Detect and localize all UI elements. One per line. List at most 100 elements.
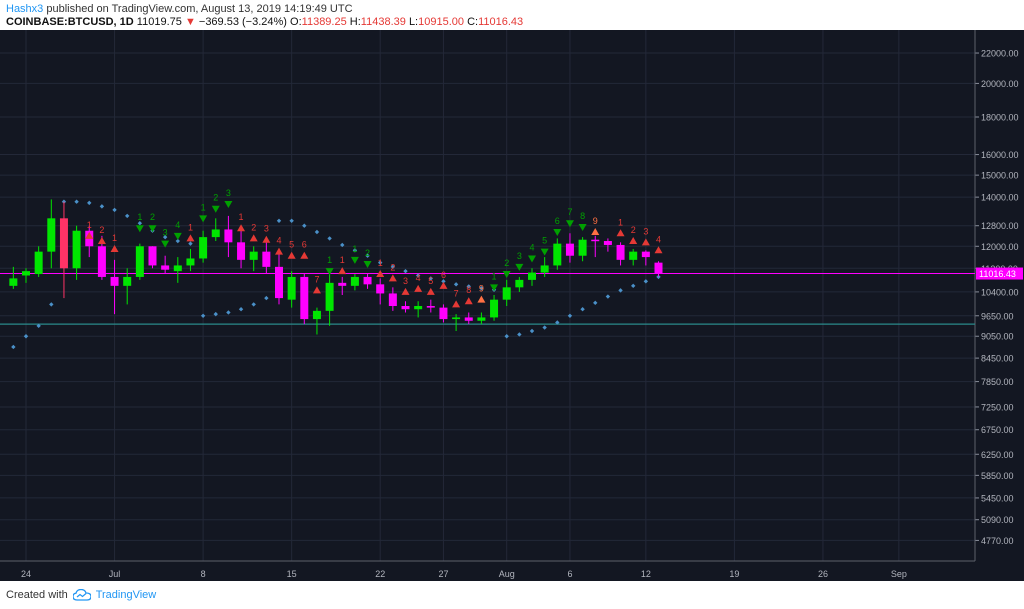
high-label: H:: [349, 16, 361, 28]
setup-count-label: 2: [390, 262, 395, 272]
sar-dot: [441, 279, 446, 284]
buy-setup-triangle: [199, 215, 208, 223]
sell-setup-triangle: [388, 274, 397, 282]
chart-background: [0, 30, 1024, 581]
sell-setup-triangle: [85, 231, 94, 239]
setup-count-label: 3: [163, 228, 168, 238]
setup-count-label: 1: [239, 212, 244, 222]
candle-down: [603, 241, 612, 245]
y-tick-label: 7850.00: [981, 377, 1014, 387]
sar-dot: [226, 310, 231, 315]
sar-dot: [87, 200, 92, 206]
candle-up: [249, 251, 258, 260]
setup-count-label: 2: [150, 212, 155, 222]
candle-down: [376, 284, 385, 294]
sar-dot: [289, 218, 294, 223]
sar-dot: [580, 307, 585, 312]
sell-setup-triangle: [452, 300, 461, 308]
sar-dot: [453, 282, 459, 287]
sar-dot: [352, 248, 358, 253]
candle-up: [312, 310, 321, 320]
sell-setup-triangle: [110, 244, 119, 252]
sar-dot: [11, 344, 16, 350]
setup-count-label: 3: [643, 226, 648, 236]
y-tick-label: 4770.00: [981, 536, 1014, 546]
setup-count-label: 3: [517, 251, 522, 261]
candle-down: [426, 306, 435, 308]
x-tick-label: 24: [21, 569, 31, 579]
sell-setup-triangle: [414, 284, 423, 292]
candle-down: [616, 244, 625, 260]
sar-dot: [517, 332, 522, 337]
sar-dot: [23, 334, 29, 339]
close-label: C:: [467, 16, 479, 28]
candle-up: [135, 246, 144, 277]
setup-count-label: 2: [213, 193, 218, 203]
setup-count-label: 1: [137, 212, 142, 222]
sell-setup-triangle: [300, 251, 309, 259]
sar-dot: [378, 260, 383, 265]
symbol-label: COINBASE:BTCUSD, 1D: [6, 16, 134, 28]
sar-dot: [99, 204, 105, 209]
sar-dot: [36, 323, 41, 329]
sell-setup-triangle: [629, 237, 638, 245]
sar-dot: [302, 223, 307, 228]
sar-dot: [656, 274, 661, 280]
sell-setup-triangle: [591, 227, 600, 235]
candle-down: [97, 246, 106, 277]
sell-setup-triangle: [275, 247, 283, 255]
tradingview-brand[interactable]: TradingView: [95, 589, 157, 601]
open-value: 11389.25: [301, 16, 347, 28]
buy-setup-triangle: [148, 225, 157, 233]
y-tick-label: 5450.00: [981, 493, 1014, 503]
sar-dot: [112, 207, 117, 213]
sar-dot: [542, 325, 547, 330]
x-tick-label: Aug: [499, 569, 515, 579]
candle-up: [477, 317, 486, 321]
buy-setup-triangle: [490, 284, 499, 292]
setup-count-label: 5: [542, 236, 547, 246]
candle-up: [502, 287, 511, 300]
y-tick-label: 10400.00: [981, 287, 1019, 297]
setup-count-label: 1: [492, 271, 497, 281]
last-price: 11019.75: [136, 16, 182, 28]
y-tick-label: 22000.00: [981, 49, 1019, 59]
candle-down: [224, 229, 233, 243]
author-link[interactable]: Hashx3: [6, 3, 44, 15]
setup-count-label: 8: [580, 211, 585, 221]
sar-dot: [643, 279, 649, 284]
sell-setup-triangle: [376, 270, 385, 278]
candle-down: [464, 317, 473, 321]
y-tick-label: 12800.00: [981, 221, 1019, 231]
buy-setup-triangle: [173, 232, 182, 240]
candle-down: [591, 239, 600, 242]
candle-up: [34, 251, 43, 275]
sar-dot: [213, 311, 218, 317]
candle-up: [325, 282, 334, 311]
x-tick-label: 19: [729, 569, 739, 579]
setup-count-label: 7: [454, 288, 459, 298]
sar-dot: [466, 284, 471, 289]
setup-count-label: 3: [264, 224, 269, 234]
down-arrow-icon: ▼: [184, 16, 196, 28]
candle-down: [262, 251, 271, 267]
price-chart[interactable]: 22000.00 20000.00 18000.00 16000.00 15000.00…: [0, 30, 1024, 581]
sar-dot: [276, 218, 282, 223]
setup-count-label: 2: [631, 225, 636, 235]
candle-down: [110, 276, 119, 286]
candle-down: [401, 306, 410, 310]
candle-down: [363, 276, 372, 285]
buy-setup-triangle: [325, 268, 334, 276]
sell-setup-triangle: [654, 246, 663, 254]
sar-dot: [49, 302, 54, 307]
y-tick-label: 7250.00: [981, 402, 1014, 412]
sar-dot: [200, 313, 206, 318]
sar-dot: [188, 241, 193, 246]
candle-up: [47, 218, 56, 252]
x-tick-label: 6: [567, 569, 572, 579]
setup-count-label: 4: [656, 234, 661, 244]
sar-dot: [618, 288, 623, 293]
setup-count-label: 4: [529, 242, 534, 252]
setup-count-label: 6: [302, 240, 307, 250]
chart-area[interactable]: 22000.00 20000.00 18000.00 16000.00 15000.00…: [0, 30, 1024, 581]
